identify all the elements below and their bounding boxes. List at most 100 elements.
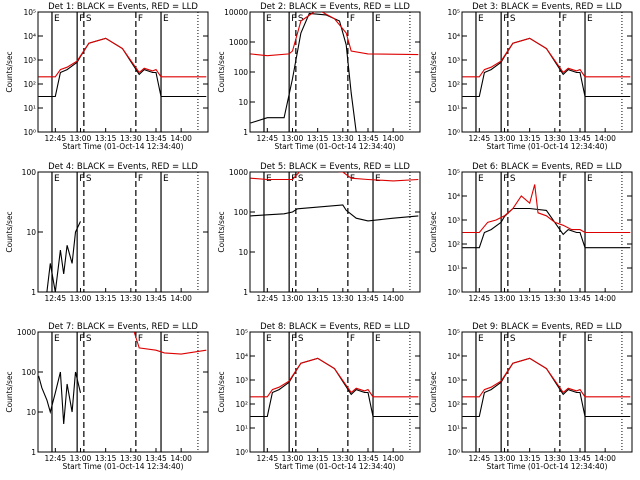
x-tick-label: 13:45 <box>569 454 591 463</box>
marker-label: E <box>163 334 169 344</box>
y-axis-label: Counts/sec <box>429 371 438 412</box>
y-tick-label: 10 <box>238 248 248 257</box>
marker-label: F <box>350 334 355 344</box>
plot-frame <box>37 331 209 453</box>
x-tick-label: 13:30 <box>120 454 142 463</box>
y-tick-label: 10⁴ <box>447 192 460 201</box>
y-tick-label: 10³ <box>447 376 460 385</box>
x-tick-label: 13:00 <box>282 454 304 463</box>
x-tick-label: 14:00 <box>594 294 616 303</box>
x-tick-label: 14:00 <box>170 454 192 463</box>
x-tick-label: 13:45 <box>145 294 167 303</box>
y-tick-label: 10⁵ <box>23 8 36 17</box>
marker-label: E <box>375 174 381 184</box>
series-lld-line <box>250 172 419 182</box>
marker-label: F <box>350 14 355 24</box>
x-tick-label: 14:00 <box>594 134 616 143</box>
x-tick-label: 13:30 <box>332 294 354 303</box>
marker-label: F <box>503 334 508 344</box>
y-tick-label: 10⁴ <box>235 352 248 361</box>
y-tick-label: 100 <box>22 168 37 177</box>
y-tick-label: 10³ <box>23 56 36 65</box>
plot-frame <box>461 11 633 133</box>
series-events-line <box>250 204 419 222</box>
x-tick-label: 13:30 <box>544 294 566 303</box>
y-tick-label: 10⁴ <box>447 352 460 361</box>
y-tick-label: 10³ <box>447 56 460 65</box>
series-events-line <box>462 357 631 418</box>
panel-det-9: Det 9: BLACK = Events, RED = LLD 10⁰ 10¹ 10… <box>429 322 633 471</box>
x-tick-label: 13:00 <box>282 134 304 143</box>
x-axis-label: Start Time (01-Oct-14 12:34:40) <box>274 142 395 151</box>
y-tick-label: 10⁰ <box>23 128 36 137</box>
marker-label: S <box>86 14 92 24</box>
y-tick-label: 10 <box>26 228 36 237</box>
marker-label: E <box>375 334 381 344</box>
x-tick-label: 12:45 <box>469 294 491 303</box>
marker-label: E <box>478 14 484 24</box>
panel-title: Det 7: BLACK = Events, RED = LLD <box>48 322 198 332</box>
series-events-line <box>462 37 631 98</box>
x-tick-label: 13:45 <box>357 134 379 143</box>
series-events-line <box>250 12 357 132</box>
marker-label: S <box>298 14 304 24</box>
x-tick-label: 13:45 <box>357 294 379 303</box>
x-axis-label: Start Time (01-Oct-14 12:34:40) <box>486 142 607 151</box>
panel-title: Det 5: BLACK = Events, RED = LLD <box>260 162 410 172</box>
marker-label: F <box>562 14 567 24</box>
marker-label: E <box>163 174 169 184</box>
series-lld-line <box>250 12 419 57</box>
x-tick-label: 13:15 <box>95 294 117 303</box>
marker-label: S <box>298 334 304 344</box>
x-tick-label: 13:00 <box>70 134 92 143</box>
y-tick-label: 10³ <box>447 216 460 225</box>
x-tick-label: 13:45 <box>569 134 591 143</box>
x-tick-label: 13:30 <box>544 134 566 143</box>
panel-det-7: Det 7: BLACK = Events, RED = LLD 1 10 100 10… <box>5 322 209 471</box>
x-tick-label: 12:45 <box>257 454 279 463</box>
y-tick-label: 10² <box>235 400 248 409</box>
marker-label: F <box>79 334 84 344</box>
y-tick-label: 1000 <box>229 38 248 47</box>
y-tick-label: 1 <box>243 128 248 137</box>
x-tick-label: 12:45 <box>257 134 279 143</box>
y-tick-label: 10² <box>447 80 460 89</box>
marker-label: E <box>478 334 484 344</box>
x-tick-label: 13:15 <box>307 134 329 143</box>
y-tick-label: 10⁰ <box>447 448 460 457</box>
x-tick-label: 13:15 <box>95 454 117 463</box>
y-axis-label: Counts/sec <box>217 211 226 252</box>
marker-label: F <box>562 334 567 344</box>
marker-label: E <box>587 334 593 344</box>
y-tick-label: 1 <box>31 448 36 457</box>
x-tick-label: 13:30 <box>544 454 566 463</box>
panel-title: Det 9: BLACK = Events, RED = LLD <box>472 322 622 332</box>
plot-frame <box>37 171 209 293</box>
marker-label: S <box>510 174 516 184</box>
x-tick-label: 14:00 <box>382 294 404 303</box>
marker-label: F <box>562 174 567 184</box>
x-tick-label: 13:00 <box>494 454 516 463</box>
marker-label: S <box>86 174 92 184</box>
panel-title: Det 2: BLACK = Events, RED = LLD <box>260 2 410 12</box>
marker-label: F <box>138 174 143 184</box>
marker-label: F <box>291 174 296 184</box>
series-lld-line <box>462 37 631 78</box>
marker-label: F <box>291 14 296 24</box>
panel-title: Det 8: BLACK = Events, RED = LLD <box>260 322 410 332</box>
x-tick-label: 13:45 <box>357 454 379 463</box>
x-tick-label: 13:15 <box>95 134 117 143</box>
marker-label: F <box>79 174 84 184</box>
marker-label: F <box>138 14 143 24</box>
plot-frame <box>249 11 421 133</box>
y-tick-label: 10000 <box>224 8 248 17</box>
x-tick-label: 13:00 <box>494 294 516 303</box>
panel-det-3: Det 3: BLACK = Events, RED = LLD 10⁰ 10¹ 10… <box>429 2 633 151</box>
marker-label: E <box>54 14 60 24</box>
marker-label: E <box>163 14 169 24</box>
y-axis-label: Counts/sec <box>429 211 438 252</box>
y-tick-label: 1000 <box>229 168 248 177</box>
y-axis-label: Counts/sec <box>217 51 226 92</box>
marker-label: F <box>350 174 355 184</box>
x-tick-label: 13:45 <box>145 134 167 143</box>
